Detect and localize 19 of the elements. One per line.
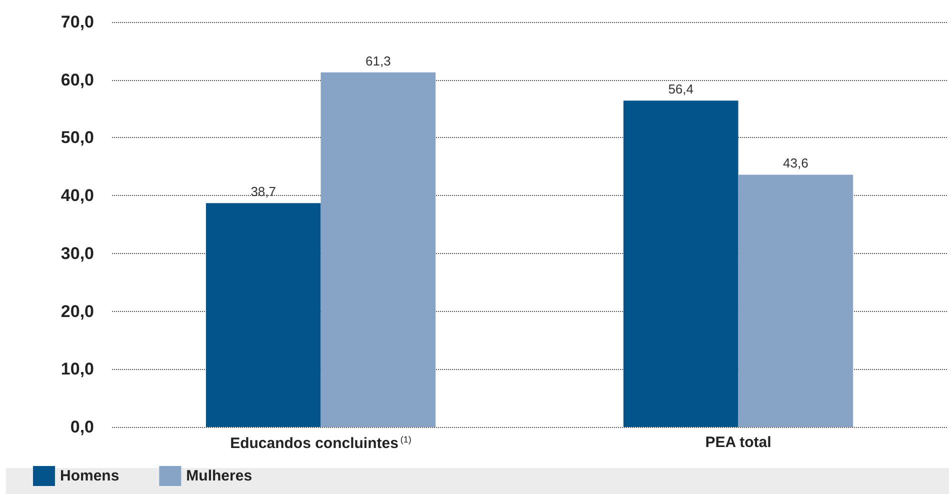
y-tick-label: 10,0 <box>60 360 94 379</box>
data-label: 38,7 <box>250 184 276 200</box>
y-tick-label: 30,0 <box>60 244 94 263</box>
data-label: 43,6 <box>783 156 808 171</box>
bar <box>320 72 436 427</box>
y-tick-label: 50,0 <box>60 128 94 148</box>
y-tick-label: 0,0 <box>70 418 94 436</box>
bar <box>623 100 738 427</box>
bar <box>206 203 321 427</box>
legend-label: Mulheres <box>186 468 252 484</box>
y-tick-label: 70,0 <box>60 12 94 32</box>
legend-label: Homens <box>60 468 120 484</box>
y-tick-label: 60,0 <box>60 70 94 90</box>
bar <box>738 174 854 427</box>
data-label: 56,4 <box>668 82 694 97</box>
y-tick-label: 20,0 <box>60 302 94 321</box>
y-tick-label: 40,0 <box>60 186 94 206</box>
data-label: 61,3 <box>366 53 391 68</box>
x-tick-label: PEA total <box>705 434 772 451</box>
